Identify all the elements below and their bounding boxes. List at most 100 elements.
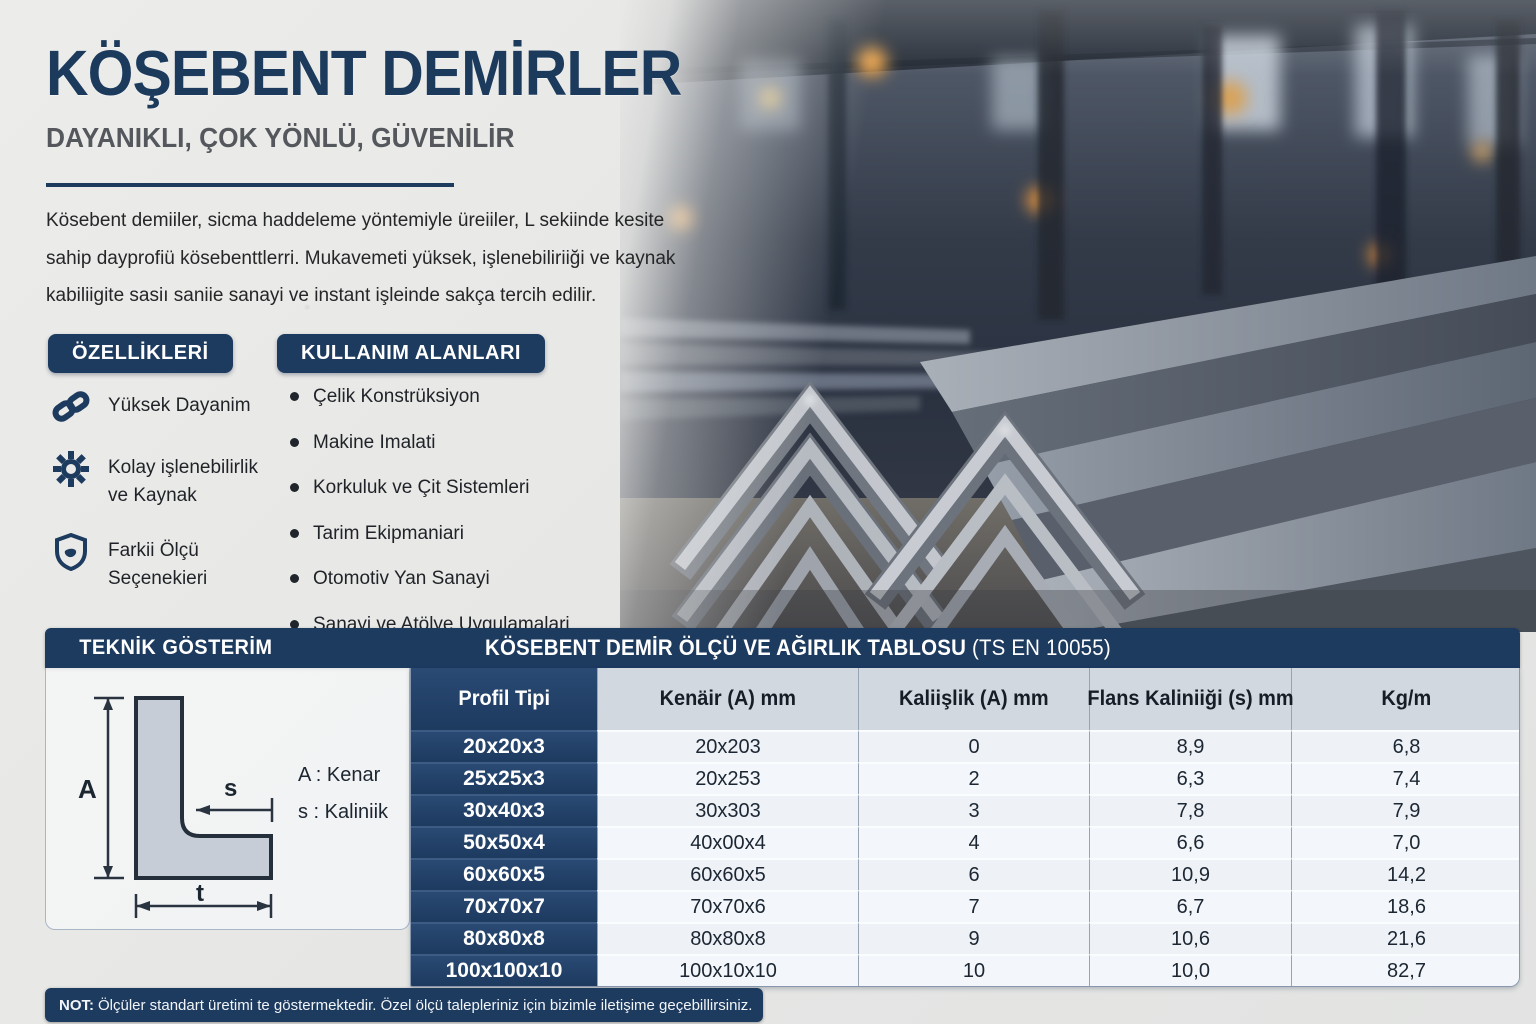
bullet-icon [290,437,299,447]
dimensions-table: Profil Tipi Kenäir (A) mm Kaliişlik (A) … [410,668,1520,987]
cell-kenar: 70x70x6 [597,890,858,922]
bullet-icon [290,619,299,629]
bullet-icon [290,392,299,401]
dim-A-label: A [78,774,97,804]
cell-kalinlik: 6 [858,858,1089,890]
title-divider [46,183,454,187]
usage-label: Makine Imalati [313,431,436,453]
usage-label: Tarim Ekipmaniari [313,522,464,544]
cell-profil: 100x100x10 [411,954,597,986]
intro-paragraph: Kösebent demiiler, sicma haddeleme yönte… [46,210,676,307]
usage-item: Korkuluk ve Çit Sistemleri [290,475,590,502]
page-title: KÖŞEBENT DEMİRLER [46,37,682,109]
table-row: 60x60x5 60x60x5 6 10,9 14,2 [411,858,1519,890]
feature-label: Farkii Ölçü Seçenekieri [108,540,208,589]
usage-label: Korkuluk ve Çit Sistemleri [313,477,530,499]
features-heading: ÖZELLİKLERİ [48,334,233,373]
cell-kgm: 14,2 [1291,858,1519,890]
cell-kenar: 60x60x5 [597,858,858,890]
table-row: 25x25x3 20x253 2 6,3 7,4 [411,762,1519,794]
cell-profil: 60x60x5 [411,858,597,890]
steel-angle-bars-photo [620,0,1536,632]
cell-kgm: 82,7 [1291,954,1519,986]
table-row: 80x80x8 80x80x8 9 10,6 21,6 [411,922,1519,954]
usage-item: Çelik Konstrüksiyon [290,384,590,411]
note-bar: NOT: Ölçüler standart üretimi te gösterm… [45,988,763,1022]
chain-link-icon [52,388,90,426]
cell-kenar: 20x253 [597,762,858,794]
col-header-kenar: Kenäir (A) mm [597,668,858,730]
feature-label: Yüksek Dayanim [108,395,251,416]
cell-kalinlik: 0 [858,730,1089,762]
col-header-kgm: Kg/m [1291,668,1519,730]
cell-kalinlik: 9 [858,922,1089,954]
bullet-icon [290,528,299,538]
cell-flans: 10,6 [1089,922,1291,954]
cell-kenar: 20x203 [597,730,858,762]
cell-kenar: 40x00x4 [597,826,858,858]
table-row: 100x100x10 100x10x10 10 10,0 82,7 [411,954,1519,986]
usage-heading: KULLANIM ALANLARI [277,334,545,373]
col-header-profil: Profil Tipi [411,668,597,730]
dim-t-label: t [196,880,204,907]
cell-kalinlik: 7 [858,890,1089,922]
photo-top-fade [620,0,1536,632]
table-title-standard: (TS EN 10055) [966,635,1111,660]
cell-kalinlik: 2 [858,762,1089,794]
usage-label: Otomotiv Yan Sanayi [313,568,490,590]
technical-view-heading: TEKNİK GÖSTERİM [79,636,273,659]
usage-label: Çelik Konstrüksiyon [313,386,480,407]
photo-left-fade [620,0,1536,632]
table-title-main: KÖSEBENT DEMİR ÖLÇÜ VE AĞIRLIK TABLOSU [485,635,967,660]
cell-flans: 10,0 [1089,954,1291,986]
shield-icon [52,532,90,572]
usage-item: Otomotiv Yan Sanayi [290,566,590,593]
usage-list: Çelik Konstrüksiyon Makine Imalati Korku… [290,384,590,658]
cell-profil: 70x70x7 [411,890,597,922]
cell-kgm: 7,0 [1291,826,1519,858]
cell-flans: 6,3 [1089,762,1291,794]
feature-item: Farkii Ölçü Seçenekieri [52,532,267,592]
table-section-header: TEKNİK GÖSTERİM KÖSEBENT DEMİR ÖLÇÜ VE A… [45,628,1520,668]
cell-flans: 6,7 [1089,890,1291,922]
cell-flans: 8,9 [1089,730,1291,762]
cell-kalinlik: 4 [858,826,1089,858]
cell-profil: 20x20x3 [411,730,597,762]
col-header-flans: Flans Kaliniiği (s) mm [1087,668,1294,730]
table-header-row: Profil Tipi Kenäir (A) mm Kaliişlik (A) … [411,668,1519,730]
feature-item: Yüksek Dayanim [52,388,267,426]
cell-profil: 30x40x3 [411,794,597,826]
bullet-icon [290,574,299,584]
note-label: NOT: [59,996,94,1014]
table-row: 30x40x3 30x303 3 7,8 7,9 [411,794,1519,826]
cell-flans: 6,6 [1089,826,1291,858]
feature-label: Kolay işlenebilirlik ve Kaynak [108,457,258,506]
legend-A: A : Kenar [298,764,381,786]
cell-kenar: 80x80x8 [597,922,858,954]
cell-kalinlik: 3 [858,794,1089,826]
cell-kgm: 7,4 [1291,762,1519,794]
usage-item: Makine Imalati [290,430,590,457]
cell-flans: 7,8 [1089,794,1291,826]
note-text: Ölçüler standart üretimi te göstermekted… [98,996,753,1014]
cell-kgm: 21,6 [1291,922,1519,954]
technical-diagram-panel: A s t A : Kenar s : Kaliniik [45,668,410,930]
cell-kenar: 30x303 [597,794,858,826]
cell-flans: 10,9 [1089,858,1291,890]
usage-item: Tarim Ekipmaniari [290,521,590,548]
cell-kgm: 18,6 [1291,890,1519,922]
cell-kgm: 6,8 [1291,730,1519,762]
table-row: 70x70x7 70x70x6 7 6,7 18,6 [411,890,1519,922]
cell-profil: 50x50x4 [411,826,597,858]
table-row: 20x20x3 20x203 0 8,9 6,8 [411,730,1519,762]
diagram-legend: A : Kenar s : Kaliniik [298,764,388,838]
cell-kenar: 100x10x10 [597,954,858,986]
cell-profil: 80x80x8 [411,922,597,954]
legend-s: s : Kaliniik [298,801,389,823]
cell-profil: 25x25x3 [411,762,597,794]
cell-kalinlik: 10 [858,954,1089,986]
page-subtitle: DAYANIKLI, ÇOK YÖNLÜ, GÜVENİLİR [46,122,515,153]
features-list: Yüksek Dayanim [52,388,267,616]
table-row: 50x50x4 40x00x4 4 6,6 7,0 [411,826,1519,858]
